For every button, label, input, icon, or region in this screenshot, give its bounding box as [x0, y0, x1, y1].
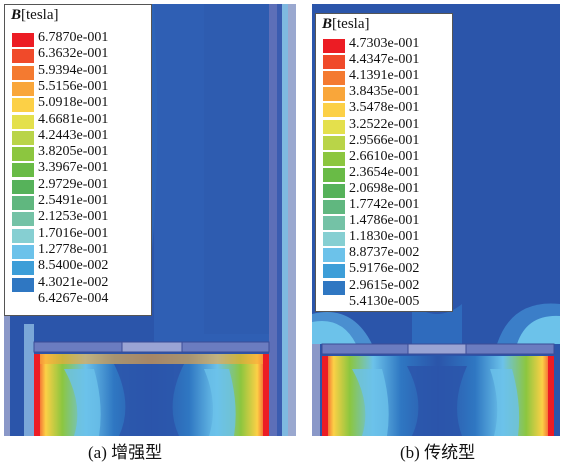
legend-value: 5.4130e-005 [349, 293, 420, 309]
legend-value: 2.9729e-001 [38, 176, 109, 192]
legend-value: 1.1830e-001 [349, 229, 420, 245]
legend-swatch [12, 98, 34, 113]
legend-swatch [12, 179, 34, 194]
legend-value: 4.6681e-001 [38, 111, 109, 127]
legend-swatch [323, 87, 345, 102]
legend-value: 4.1391e-001 [349, 68, 420, 84]
legend-swatch [12, 81, 34, 96]
legend-swatch [323, 248, 345, 263]
caption-enhanced: (a) 增强型 [88, 443, 163, 462]
legend-swatch [323, 200, 345, 214]
legend-value: 8.5400e-002 [38, 258, 109, 274]
legend-value: 4.2443e-001 [38, 127, 109, 143]
legend-swatch [12, 130, 34, 145]
legend-enhanced: B[tesla] 6.7870e-001 6.3632e-001 5.9394e-0… [4, 4, 152, 316]
legend-value: 2.1253e-001 [38, 209, 109, 225]
legend-value: 5.0918e-001 [38, 95, 109, 111]
legend-value: 2.9615e-002 [349, 277, 420, 293]
legend-swatch [323, 264, 345, 279]
legend-value: 3.5478e-001 [349, 100, 420, 116]
legend-swatch [323, 183, 345, 198]
legend-swatch [12, 49, 34, 64]
legend-swatch [323, 39, 345, 53]
legend-swatch [12, 244, 34, 259]
legend-swatch [323, 216, 345, 231]
legend-value: 3.2522e-001 [349, 116, 420, 132]
legend-value: 2.5491e-001 [38, 193, 109, 208]
legend-swatch [12, 196, 34, 210]
legend-symbol: B [322, 16, 333, 32]
legend-swatch [12, 163, 34, 178]
legend-title: B[tesla] [322, 16, 370, 33]
legend-swatch [12, 212, 34, 227]
legend-swatch [12, 261, 34, 276]
legend-title: B[tesla] [11, 7, 59, 24]
legend-value: 6.3632e-001 [38, 46, 109, 62]
legend-value: 3.3967e-001 [38, 160, 109, 176]
legend-unit: [tesla] [21, 7, 59, 23]
legend-value: 6.7870e-001 [38, 30, 109, 45]
legend-value: 3.8205e-001 [38, 144, 109, 160]
legend-value: 1.4786e-001 [349, 213, 420, 229]
legend-value: 2.9566e-001 [349, 132, 420, 148]
legend-value: 1.7742e-001 [349, 197, 420, 212]
legend-swatch [323, 135, 345, 150]
legend-value: 2.3654e-001 [349, 164, 420, 180]
legend-swatch [323, 280, 345, 295]
legend-value: 5.9176e-002 [349, 261, 420, 277]
legend-symbol: B [11, 7, 22, 23]
legend-value: 3.8435e-001 [349, 84, 420, 100]
legend-traditional: B[tesla] 4.7303e-001 4.4347e-001 4.1391e-0… [315, 13, 453, 312]
legend-swatch [323, 55, 345, 70]
legend-swatch [323, 71, 345, 86]
legend-swatch [323, 103, 345, 118]
legend-value: 2.6610e-001 [349, 148, 420, 164]
legend-value: 4.4347e-001 [349, 52, 420, 68]
legend-value: 5.9394e-001 [38, 62, 109, 78]
legend-swatch [12, 114, 34, 129]
legend-swatch [12, 228, 34, 243]
legend-swatch [12, 65, 34, 80]
legend-value: 8.8737e-002 [349, 245, 420, 261]
legend-swatch [323, 232, 345, 247]
legend-swatch [12, 277, 34, 292]
legend-swatch [12, 33, 34, 47]
legend-value: 5.5156e-001 [38, 78, 109, 94]
legend-value: 6.4267e-004 [38, 290, 109, 306]
legend-value: 1.2778e-001 [38, 241, 109, 257]
legend-unit: [tesla] [332, 16, 370, 32]
legend-value: 1.7016e-001 [38, 225, 109, 241]
legend-swatch [323, 167, 345, 182]
legend-swatch [323, 119, 345, 134]
legend-swatch [323, 151, 345, 166]
legend-value: 4.3021e-002 [38, 274, 109, 290]
legend-value: 4.7303e-001 [349, 36, 420, 51]
caption-traditional: (b) 传统型 [400, 443, 476, 462]
legend-swatch [12, 147, 34, 162]
legend-value: 2.0698e-001 [349, 180, 420, 196]
